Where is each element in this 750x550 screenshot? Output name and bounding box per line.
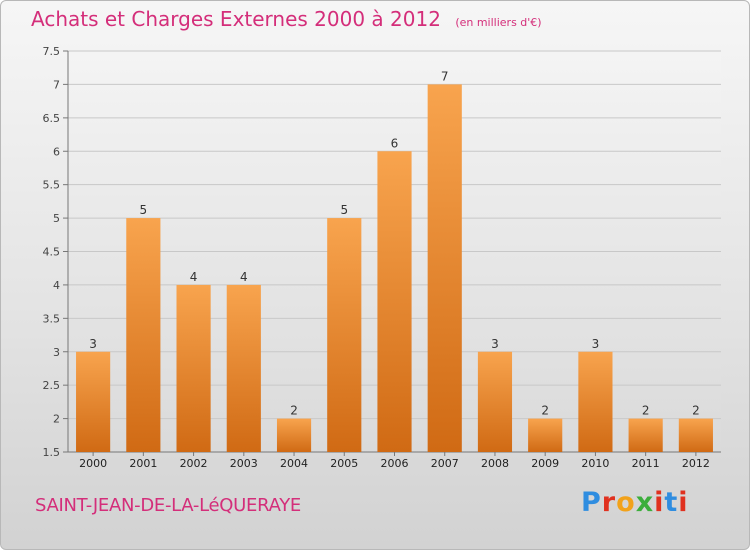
x-tick-label: 2010 [581, 457, 609, 470]
y-tick-label: 4.5 [43, 246, 61, 259]
logo-letter: t [664, 487, 679, 518]
bar [327, 218, 362, 452]
y-tick-label: 5.5 [43, 179, 61, 192]
proxiti-logo: Proxiti [581, 487, 689, 518]
x-tick-label: 2007 [431, 457, 459, 470]
y-tick-label: 1.5 [43, 446, 61, 459]
y-tick-label: 7 [53, 78, 60, 91]
commune-name: SAINT-JEAN-DE-LA-LéQUERAYE [35, 495, 301, 516]
bar [628, 418, 663, 452]
data-label: 2 [642, 404, 650, 418]
bar [276, 418, 312, 452]
y-tick-label: 3 [53, 346, 60, 359]
x-tick-label: 2002 [180, 457, 208, 470]
data-label: 2 [692, 404, 700, 418]
bar [528, 418, 563, 452]
data-label: 3 [89, 337, 97, 351]
data-label: 3 [491, 337, 499, 351]
data-label: 5 [340, 203, 348, 217]
x-tick-label: 2001 [129, 457, 157, 470]
logo-letter: r [601, 487, 617, 518]
data-label: 5 [140, 203, 148, 217]
y-tick-label: 4 [53, 279, 60, 292]
y-tick-label: 3.5 [43, 312, 61, 325]
chart-title-text: Achats et Charges Externes 2000 à 2012 [31, 7, 441, 31]
logo-letter: P [581, 487, 602, 518]
bar [427, 84, 462, 453]
x-tick-label: 2006 [381, 457, 409, 470]
data-label: 2 [290, 404, 298, 418]
data-label: 6 [391, 136, 399, 150]
y-tick-label: 6.5 [43, 112, 61, 125]
y-tick-label: 2 [53, 413, 60, 426]
chart-subtitle: (en milliers d'€) [455, 16, 542, 29]
bar [76, 351, 111, 452]
x-tick-label: 2008 [481, 457, 509, 470]
logo-letter: o [616, 487, 636, 518]
chart-title: Achats et Charges Externes 2000 à 2012 (… [31, 7, 542, 31]
logo-letter: x [635, 487, 655, 518]
x-tick-label: 2009 [531, 457, 559, 470]
data-label: 4 [240, 270, 248, 284]
x-tick-label: 2005 [330, 457, 358, 470]
y-tick-label: 5 [53, 212, 60, 225]
logo-letter: i [678, 487, 689, 518]
x-tick-label: 2012 [682, 457, 710, 470]
bar [176, 284, 211, 452]
bar [226, 284, 261, 452]
x-tick-label: 2000 [79, 457, 107, 470]
bar [377, 151, 412, 452]
y-tick-label: 7.5 [43, 45, 61, 58]
x-tick-label: 2003 [230, 457, 258, 470]
y-tick-label: 2.5 [43, 379, 61, 392]
data-label: 2 [541, 404, 549, 418]
bar [126, 218, 161, 452]
x-tick-label: 2004 [280, 457, 308, 470]
logo-letter: i [654, 487, 665, 518]
y-tick-label: 6 [53, 145, 60, 158]
data-label: 3 [592, 337, 600, 351]
data-label: 7 [441, 69, 449, 83]
data-label: 4 [190, 270, 198, 284]
bar [678, 418, 713, 452]
bar [477, 351, 513, 452]
x-tick-label: 2011 [632, 457, 660, 470]
bar [578, 351, 613, 452]
